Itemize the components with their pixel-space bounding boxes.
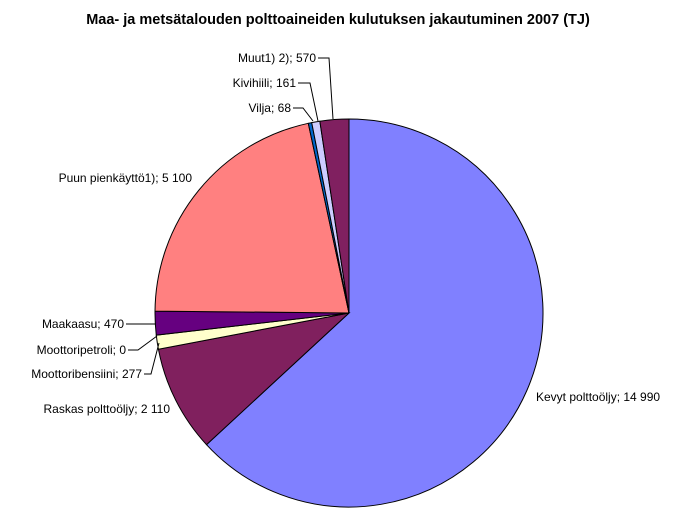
pie-slices (154, 118, 544, 508)
leader-line-kivihiili (298, 82, 319, 122)
leader-line-moottoripetroli (128, 335, 158, 351)
pie-labels: Kevyt polttoöljy; 14 990 Raskas polttoölj… (31, 51, 660, 416)
pie-slice-puun-pienkaytto1 (154, 122, 350, 314)
pie-label-vilja: Vilja; 68 (249, 101, 292, 115)
pie-label-moottoribensiini: Moottoribensiini; 277 (31, 367, 142, 381)
pie-label-moottoripetroli: Moottoripetroli; 0 (37, 343, 127, 357)
leader-line-moottoribensiini (144, 342, 160, 375)
pie-slice-kevyt-polttooljy (205, 118, 544, 508)
pie-slice-raskas-polttooljy (157, 312, 351, 446)
pie-label-kivihiili: Kivihiili; 161 (233, 76, 297, 90)
pie-leader-lines (126, 57, 334, 375)
leader-line-vilja (293, 107, 314, 122)
pie-label-maakaasu: Maakaasu; 470 (42, 317, 124, 331)
chart-title: Maa- ja metsätalouden polttoaineiden kul… (86, 12, 590, 28)
pie-label-puun-pienkaytto1: Puun pienkäyttö1); 5 100 (59, 171, 193, 185)
pie-label-kevyt-polttooljy: Kevyt polttoöljy; 14 990 (536, 390, 660, 404)
leader-line-muut1-2 (318, 57, 334, 120)
pie-label-raskas-polttooljy: Raskas polttoöljy; 2 110 (43, 402, 170, 416)
pie-slice-muut1-2 (319, 118, 350, 314)
pie-label-muut1-2: Muut1) 2); 570 (238, 51, 316, 65)
